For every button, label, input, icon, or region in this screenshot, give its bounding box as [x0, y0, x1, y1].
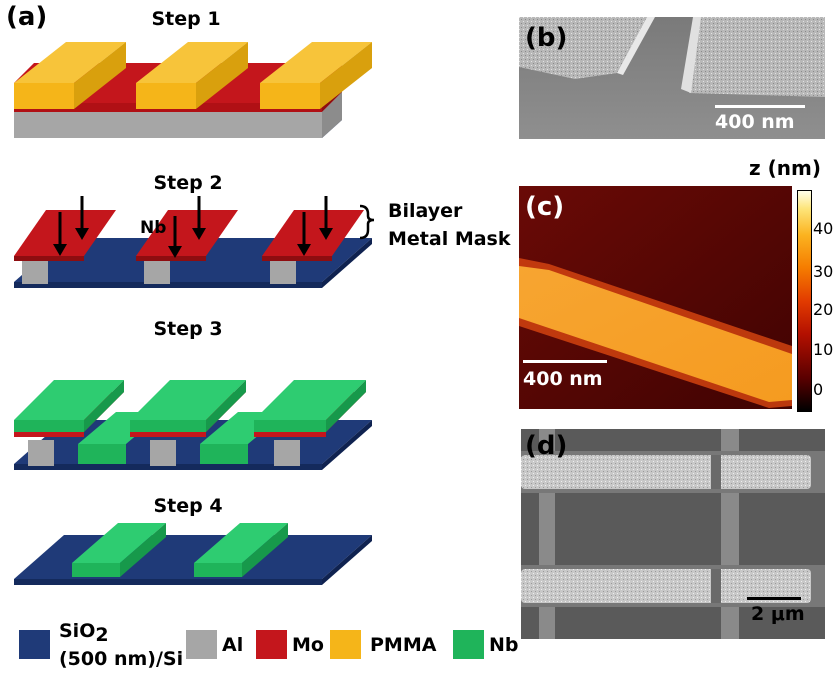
step-2-title: Step 2	[153, 172, 223, 194]
colorbar-tick-20: 20	[813, 300, 833, 319]
step-2-diagram	[14, 196, 375, 288]
colorbar-tick-0: 0	[813, 380, 824, 399]
mask-with-nb	[14, 380, 366, 437]
panel-a-label: (a)	[6, 2, 48, 32]
deposition-arrows	[58, 196, 328, 248]
legend-label-nb: Nb	[489, 634, 519, 656]
panel-b-scalebar-line	[715, 105, 805, 108]
legend-label-mo: Mo	[292, 634, 324, 656]
step-1-title: Step 1	[151, 8, 221, 30]
panel-b-scalebar-label: 400 nm	[715, 111, 795, 133]
colorbar	[797, 190, 812, 412]
nb-strip-final	[72, 523, 288, 577]
legend-swatch-sio2	[19, 630, 50, 659]
panel-c-label: (c)	[525, 192, 565, 222]
step-3-title: Step 3	[153, 318, 223, 340]
colorbar-tick-40: 40	[813, 219, 833, 238]
step-4-diagram	[14, 523, 372, 585]
legend-swatch-al	[186, 630, 217, 659]
pmma-block	[260, 42, 372, 109]
panel-b-sem-image: 400 nm (b)	[519, 17, 825, 139]
panel-d-sem-image: 2 μm (d)	[521, 429, 825, 639]
step-1-diagram	[14, 42, 372, 138]
step-4-title: Step 4	[153, 495, 223, 517]
legend-swatch-mo	[256, 630, 287, 659]
step-3-diagram	[14, 380, 372, 470]
legend-swatch-pmma	[330, 630, 361, 659]
colorbar-title: z (nm)	[749, 156, 821, 180]
panel-d-scalebar-line	[747, 597, 801, 600]
legend-label-sio2: SiO2	[59, 620, 109, 646]
colorbar-tick-10: 10	[813, 340, 833, 359]
panel-c-scalebar-label: 400 nm	[523, 368, 603, 390]
mask-label-line1: Bilayer	[388, 200, 463, 222]
legend-label-al: Al	[222, 634, 244, 656]
sem-d-graphic	[521, 429, 825, 639]
sem-b-graphic	[519, 17, 825, 139]
afm-c-graphic	[519, 186, 792, 409]
nb-label: Nb	[140, 218, 167, 238]
legend-label-sio2-line2: (500 nm)/Si	[59, 648, 184, 670]
legend-label-pmma: PMMA	[370, 634, 437, 656]
pmma-block	[136, 42, 248, 109]
colorbar-tick-30: 30	[813, 262, 833, 281]
panel-d-scalebar-label: 2 μm	[751, 603, 805, 625]
panel-c-scalebar-line	[523, 360, 607, 363]
panel-b-label: (b)	[525, 23, 568, 53]
panel-d-label: (d)	[525, 431, 568, 461]
bilayer-mask	[14, 210, 364, 261]
legend-sio2-subscript: 2	[95, 624, 109, 646]
panel-c-afm-image: 400 nm (c)	[519, 186, 792, 409]
legend-swatch-nb	[453, 630, 484, 659]
mask-label-line2: Metal Mask	[388, 228, 511, 250]
pmma-block	[14, 42, 126, 109]
